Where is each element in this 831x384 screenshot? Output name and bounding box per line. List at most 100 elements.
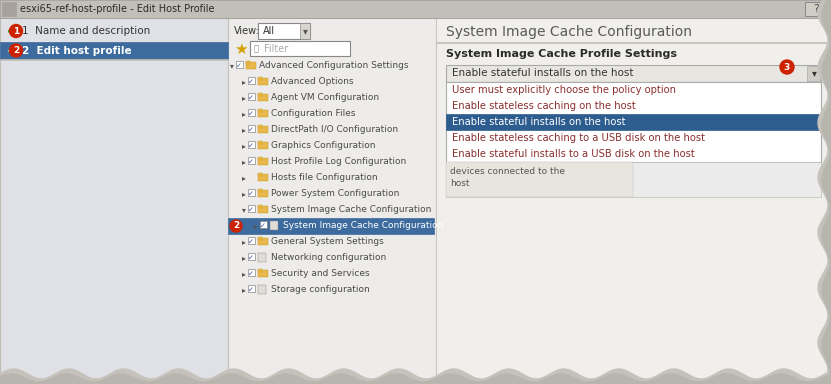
Text: ✓: ✓ (248, 207, 254, 213)
Circle shape (9, 44, 22, 57)
Text: System Image Cache Configuration: System Image Cache Configuration (446, 25, 692, 39)
Text: 2  Edit host profile: 2 Edit host profile (22, 45, 131, 56)
Text: 🔍: 🔍 (254, 45, 259, 53)
Text: General System Settings: General System Settings (271, 237, 384, 247)
Bar (258, 285, 266, 294)
Bar (248, 189, 255, 196)
Text: ?: ? (813, 4, 819, 14)
Text: Enable stateful installs to a USB disk on the host: Enable stateful installs to a USB disk o… (452, 149, 695, 159)
Bar (446, 162, 633, 197)
Text: ▸: ▸ (242, 237, 246, 247)
Bar (805, 2, 827, 16)
Text: esxi65-ref-host-profile - Edit Host Profile: esxi65-ref-host-profile - Edit Host Prof… (20, 4, 214, 14)
Bar (246, 61, 250, 64)
Text: ▸: ▸ (242, 253, 246, 263)
Bar (258, 93, 262, 96)
Bar (258, 206, 268, 213)
Text: ▾: ▾ (302, 26, 307, 36)
Text: DirectPath I/O Configuration: DirectPath I/O Configuration (271, 126, 398, 134)
Text: ▸: ▸ (242, 157, 246, 167)
Bar (228, 218, 434, 234)
Text: 1: 1 (12, 26, 19, 35)
Bar (258, 78, 268, 85)
Text: ✓: ✓ (248, 79, 254, 85)
Text: host: host (450, 179, 470, 189)
Text: ▸: ▸ (242, 189, 246, 199)
Bar (248, 253, 255, 260)
Text: ▸: ▸ (254, 222, 258, 230)
Text: ✓: ✓ (248, 127, 254, 133)
Circle shape (230, 220, 242, 232)
Bar (807, 66, 820, 81)
Text: Power System Configuration: Power System Configuration (271, 189, 400, 199)
Bar (258, 205, 262, 208)
Text: Enable stateless caching on the host: Enable stateless caching on the host (452, 101, 636, 111)
Text: Hosts file Configuration: Hosts file Configuration (271, 174, 377, 182)
Text: Filter: Filter (264, 44, 288, 54)
Bar (258, 94, 268, 101)
Text: ▸: ▸ (242, 109, 246, 119)
Bar (248, 125, 255, 132)
Bar (258, 126, 268, 133)
Text: ✓: ✓ (248, 271, 254, 277)
Text: Host Profile Log Configuration: Host Profile Log Configuration (271, 157, 406, 167)
Text: ▾: ▾ (230, 61, 234, 71)
Bar (258, 110, 268, 117)
Text: ✓: ✓ (236, 63, 242, 69)
Bar (248, 109, 255, 116)
Text: Enable stateful installs on the host: Enable stateful installs on the host (452, 68, 633, 78)
Bar (258, 125, 262, 128)
Text: ✓: ✓ (248, 95, 254, 101)
Circle shape (9, 25, 22, 38)
Bar (248, 205, 255, 212)
Bar (248, 157, 255, 164)
Text: ▸: ▸ (242, 285, 246, 295)
Bar (258, 190, 268, 197)
Text: Advanced Configuration Settings: Advanced Configuration Settings (259, 61, 409, 71)
Bar (300, 23, 310, 39)
Bar (0, 18, 228, 384)
Bar (258, 109, 262, 112)
Bar (270, 221, 278, 230)
Text: ✓: ✓ (260, 223, 266, 229)
Bar (0, 59, 228, 60)
Text: ★: ★ (234, 41, 248, 56)
Text: 1  Name and description: 1 Name and description (22, 26, 150, 36)
Text: ▸: ▸ (242, 78, 246, 86)
Text: Graphics Configuration: Graphics Configuration (271, 141, 376, 151)
Bar (250, 41, 350, 56)
Text: ▸: ▸ (242, 174, 246, 182)
Text: ▸: ▸ (242, 93, 246, 103)
Text: All: All (263, 26, 275, 36)
Bar (258, 141, 262, 144)
Text: 2: 2 (233, 222, 239, 230)
Bar (258, 253, 266, 262)
Text: ✓: ✓ (248, 191, 254, 197)
Text: Configuration Files: Configuration Files (271, 109, 356, 119)
Text: ✓: ✓ (248, 287, 254, 293)
Text: ✓: ✓ (248, 159, 254, 165)
Text: ✓: ✓ (248, 255, 254, 261)
Text: View:: View: (234, 26, 260, 36)
Bar (2, 2, 16, 16)
Text: Advanced Options: Advanced Options (271, 78, 353, 86)
Bar (248, 285, 255, 292)
Text: System Image Cache Profile Settings: System Image Cache Profile Settings (446, 49, 677, 59)
Text: ✓: ✓ (5, 45, 14, 56)
Bar (248, 269, 255, 276)
Bar (248, 93, 255, 100)
Text: Security and Services: Security and Services (271, 270, 370, 278)
Bar (436, 18, 831, 384)
Bar (0, 42, 228, 59)
Bar (260, 221, 267, 228)
Bar (246, 62, 256, 69)
Bar (258, 77, 262, 80)
Bar (0, 0, 831, 18)
Text: ▸: ▸ (242, 126, 246, 134)
Bar (258, 23, 310, 39)
Bar (436, 42, 831, 43)
Text: ✓: ✓ (248, 111, 254, 117)
Text: Enable stateful installs on the host: Enable stateful installs on the host (452, 117, 626, 127)
Bar (446, 162, 821, 197)
Bar (236, 61, 243, 68)
